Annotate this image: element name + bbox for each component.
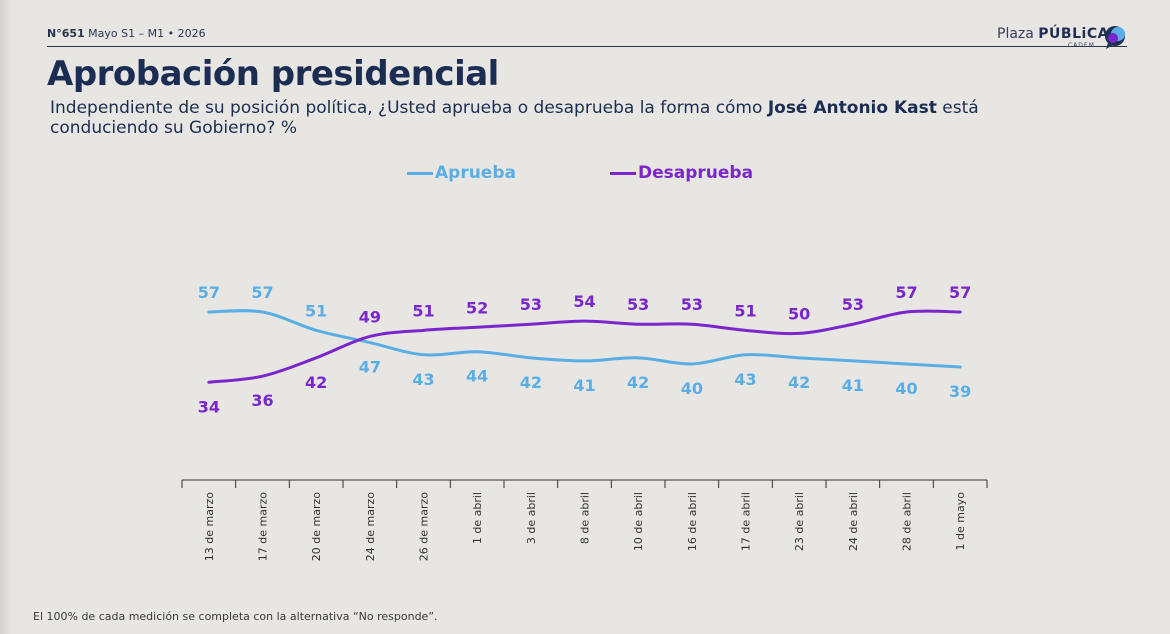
x-tick-label: 13 de marzo bbox=[203, 492, 216, 561]
page-title: Aprobación presidencial bbox=[47, 54, 499, 94]
issue-label: N°651 Mayo S1 – M1 • 2026 bbox=[47, 27, 206, 40]
page-edge-shade bbox=[0, 0, 12, 634]
x-tick-label: 1 de abril bbox=[471, 492, 484, 544]
x-tick-label: 16 de abril bbox=[686, 492, 699, 551]
data-label-aprueba: 44 bbox=[466, 367, 488, 386]
brand-wordmark: Plaza PÚBLiCA bbox=[997, 26, 1109, 42]
data-label-aprueba: 43 bbox=[734, 370, 756, 389]
question-text-before: Independiente de su posición política, ¿… bbox=[50, 98, 768, 118]
brand-sub: CADEM bbox=[1068, 42, 1095, 49]
data-label-desaprueba: 50 bbox=[788, 304, 810, 323]
data-label-desaprueba: 57 bbox=[949, 283, 971, 302]
x-tick-label: 1 de mayo bbox=[954, 492, 967, 551]
x-tick-label: 24 de abril bbox=[847, 492, 860, 551]
x-tick-label: 20 de marzo bbox=[310, 492, 323, 561]
data-label-desaprueba: 54 bbox=[573, 292, 595, 311]
data-label-aprueba: 47 bbox=[359, 358, 381, 377]
legend-desaprueba-swatch bbox=[610, 171, 636, 175]
data-label-aprueba: 42 bbox=[520, 373, 542, 392]
data-label-aprueba: 42 bbox=[627, 373, 649, 392]
brand-main: PÚBLiCA bbox=[1038, 26, 1109, 42]
data-label-aprueba: 41 bbox=[842, 376, 864, 395]
data-label-aprueba: 43 bbox=[412, 370, 434, 389]
x-tick-label: 10 de abril bbox=[632, 492, 645, 551]
data-label-aprueba: 40 bbox=[681, 379, 703, 398]
data-label-desaprueba: 51 bbox=[412, 301, 434, 320]
data-label-desaprueba: 53 bbox=[842, 295, 864, 314]
footnote: El 100% de cada medición se completa con… bbox=[33, 610, 438, 623]
x-tick-label: 23 de abril bbox=[793, 492, 806, 551]
question-president-name: José Antonio Kast bbox=[767, 98, 937, 118]
series-line-desaprueba bbox=[207, 309, 962, 384]
x-tick-label: 24 de marzo bbox=[364, 492, 377, 561]
legend-desaprueba: Desaprueba bbox=[610, 163, 753, 183]
data-label-desaprueba: 53 bbox=[681, 295, 703, 314]
data-label-desaprueba: 53 bbox=[627, 295, 649, 314]
data-label-desaprueba: 52 bbox=[466, 298, 488, 317]
data-label-aprueba: 57 bbox=[198, 283, 220, 302]
data-label-aprueba: 51 bbox=[305, 301, 327, 320]
legend-desaprueba-label: Desaprueba bbox=[638, 163, 754, 183]
data-label-aprueba: 57 bbox=[251, 283, 273, 302]
issue-period: Mayo S1 – M1 • 2026 bbox=[88, 27, 206, 40]
data-label-aprueba: 41 bbox=[573, 376, 595, 395]
data-label-desaprueba: 51 bbox=[734, 301, 756, 320]
data-label-desaprueba: 34 bbox=[198, 397, 220, 416]
question-text-after: está conduciendo su Gobierno? % bbox=[50, 98, 979, 138]
header-rule bbox=[47, 46, 1127, 47]
x-tick-label: 3 de abril bbox=[525, 492, 538, 544]
x-tick-label: 28 de abril bbox=[901, 492, 914, 551]
brand-prefix: Plaza bbox=[997, 26, 1034, 42]
data-label-aprueba: 42 bbox=[788, 373, 810, 392]
survey-question: Independiente de su posición política, ¿… bbox=[50, 98, 1000, 138]
series-line-aprueba bbox=[207, 309, 962, 369]
x-tick-label: 26 de marzo bbox=[418, 492, 431, 561]
speech-bubble-logo-icon bbox=[1105, 26, 1125, 49]
x-tick-label: 17 de marzo bbox=[257, 492, 270, 561]
data-label-desaprueba: 36 bbox=[251, 391, 273, 410]
data-label-aprueba: 40 bbox=[895, 379, 917, 398]
legend-aprueba-label: Aprueba bbox=[435, 163, 516, 183]
data-label-desaprueba: 49 bbox=[359, 307, 381, 326]
data-label-desaprueba: 53 bbox=[520, 295, 542, 314]
data-label-desaprueba: 42 bbox=[305, 373, 327, 392]
x-tick-label: 17 de abril bbox=[740, 492, 753, 551]
issue-number: N°651 bbox=[47, 27, 85, 40]
legend-aprueba-swatch bbox=[407, 171, 433, 175]
legend-aprueba: Aprueba bbox=[407, 163, 516, 183]
data-label-aprueba: 39 bbox=[949, 382, 971, 401]
x-tick-label: 8 de abril bbox=[579, 492, 592, 544]
data-label-desaprueba: 57 bbox=[895, 283, 917, 302]
